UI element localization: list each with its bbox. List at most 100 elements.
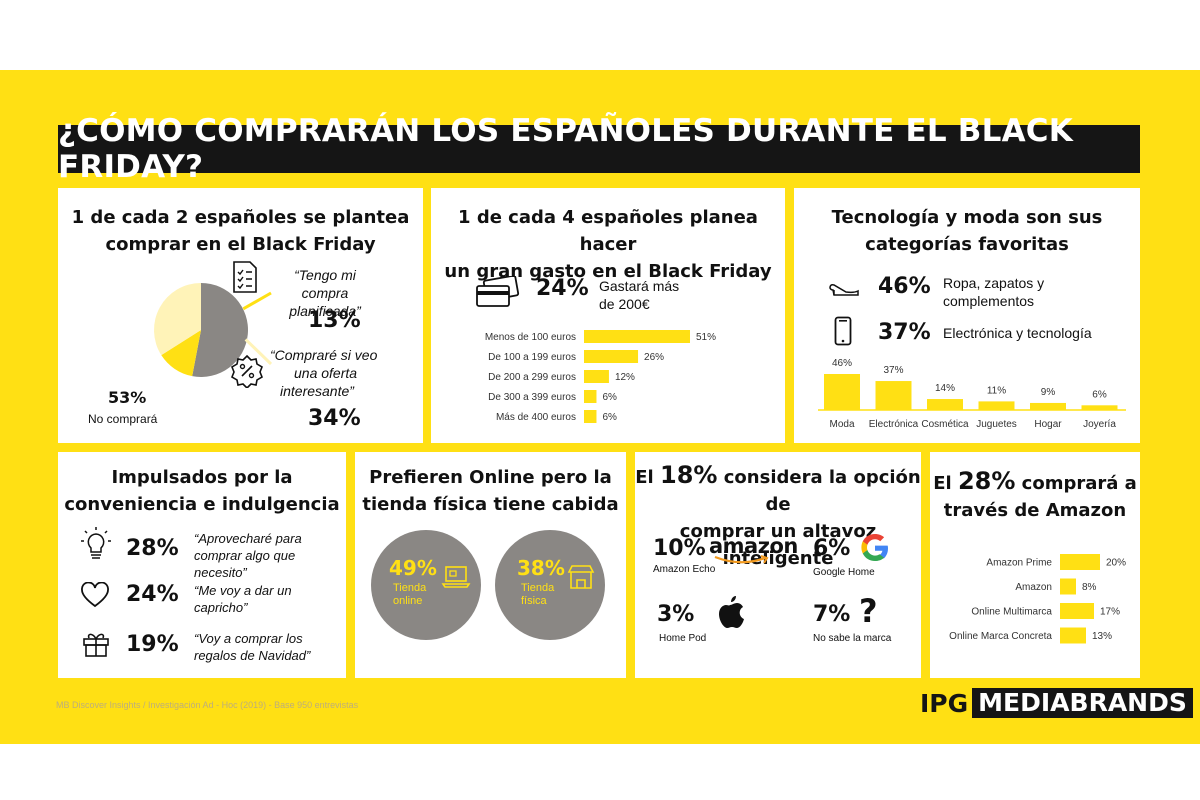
panel-smart-speaker: El 18% considera la opción de comprar un…: [635, 452, 921, 678]
value-label: 8%: [1082, 582, 1097, 593]
bar: [584, 410, 597, 423]
category-label: De 300 a 399 euros: [488, 392, 576, 403]
big-spend-pct: 24%: [536, 276, 589, 301]
echo-label: Amazon Echo: [653, 564, 716, 575]
value-label: 51%: [696, 332, 716, 343]
category-label: Más de 400 euros: [496, 412, 576, 423]
panel-categories: Tecnología y moda son sus categorías fav…: [794, 188, 1140, 443]
category-label: De 200 a 299 euros: [488, 372, 576, 383]
google-home-pct: 6%: [813, 536, 851, 561]
checklist-icon: [233, 261, 257, 293]
category-label: Hogar: [1034, 419, 1062, 430]
category-label: Joyería: [1083, 419, 1116, 430]
bar: [584, 330, 690, 343]
bar: [1060, 554, 1100, 570]
category-label: Online Marca Concreta: [949, 631, 1052, 642]
high-heel-shoe-icon: [829, 284, 859, 296]
online-label: Tienda online: [393, 582, 427, 607]
value-label: 37%: [883, 365, 903, 376]
value-label: 26%: [644, 352, 664, 363]
physical-label: Tienda física: [521, 582, 555, 607]
category-label: Cosmética: [921, 419, 969, 430]
bar: [584, 370, 609, 383]
electronics-pct: 37%: [878, 320, 931, 345]
bar: [824, 374, 860, 410]
panel-heading: El 18% considera la opción de comprar un…: [635, 461, 921, 570]
credit-cards-icon: [476, 276, 520, 307]
fashion-pct: 46%: [878, 274, 931, 299]
laptop-icon: [441, 566, 471, 588]
apple-icon: [719, 596, 744, 628]
ipg-mediabrands-logo: IPG MEDIABRANDS: [920, 688, 1193, 718]
bar: [1060, 578, 1076, 595]
storefront-icon: [567, 565, 595, 589]
panel-amazon: El 28% comprará a través de Amazon Amazo…: [930, 452, 1140, 678]
value-label: 46%: [832, 358, 852, 369]
amazon-logo: amazon: [709, 534, 798, 558]
bar: [584, 350, 639, 363]
need-pct: 28%: [126, 536, 179, 561]
question-mark-icon: ?: [859, 592, 878, 630]
bar: [584, 390, 597, 403]
pie-leader-line: [244, 338, 273, 366]
google-g-icon: [861, 534, 888, 561]
pie-chart: [154, 283, 273, 377]
bar: [1081, 405, 1118, 410]
value-label: 6%: [1092, 389, 1107, 400]
gifts-pct: 19%: [126, 632, 179, 657]
panel-heading: 1 de cada 4 españoles planea hacer un gr…: [444, 207, 772, 282]
offer-pct: 34%: [308, 406, 361, 431]
category-label: Moda: [829, 419, 854, 430]
no-buy-label: No comprará: [88, 412, 158, 426]
google-home-label: Google Home: [813, 567, 875, 578]
panel-motivations: Impulsados por la conveniencia e indulge…: [58, 452, 346, 678]
online-store-circle: [371, 530, 481, 640]
value-label: 17%: [1100, 607, 1120, 618]
value-label: 13%: [1092, 631, 1112, 642]
gift-icon: [83, 633, 109, 657]
spend-bar-chart: Menos de 100 euros 51% De 100 a 199 euros 2…: [485, 330, 716, 423]
amazon-bar-chart: Amazon Prime 20% Amazon 8% Online Multimarca…: [949, 554, 1126, 644]
category-label: Menos de 100 euros: [485, 332, 576, 343]
value-label: 14%: [935, 383, 955, 394]
panel-heading: El 28% comprará a través de Amazon: [933, 467, 1137, 522]
panel-heading: Tecnología y moda son sus categorías fav…: [831, 207, 1103, 255]
planned-pct: 13%: [308, 308, 361, 333]
category-label: Amazon Prime: [986, 558, 1052, 569]
bar: [1060, 627, 1086, 644]
quote-gifts: “Voy a comprar los regalos de Navidad”: [194, 631, 311, 663]
pie-slice: [192, 283, 249, 377]
category-label: Online Multimarca: [971, 607, 1052, 618]
echo-pct: 10%: [653, 536, 706, 561]
panel-plan-to-buy: 1 de cada 2 españoles se plantea comprar…: [58, 188, 423, 443]
panel-heading: Prefieren Online pero la tienda física t…: [362, 467, 619, 515]
page-title: ¿CÓMO COMPRARÁN LOS ESPAÑOLES DURANTE EL…: [58, 113, 1140, 185]
bar: [1030, 402, 1066, 410]
amazon-smile-icon: [714, 555, 769, 564]
quote-offer: “Compraré si veo una oferta interesante”: [270, 347, 378, 399]
smartphone-icon: [834, 316, 852, 346]
treat-pct: 24%: [126, 582, 179, 607]
value-label: 6%: [602, 392, 617, 403]
category-label: Amazon: [1015, 582, 1052, 593]
electronics-text: Electrónica y tecnología: [943, 325, 1092, 341]
panel-heading: Impulsados por la conveniencia e indulge…: [64, 467, 340, 515]
category-label: Juguetes: [976, 419, 1017, 430]
value-label: 12%: [615, 372, 635, 383]
big-spend-text: Gastará más de 200€: [599, 278, 680, 312]
value-label: 20%: [1106, 558, 1126, 569]
source-note: MB Discover Insights / Investigación Ad …: [56, 700, 359, 710]
category-bar-chart: 46% Moda 37% Electrónica 14% Cosmética 11% Jugu…: [818, 358, 1126, 430]
pie-slice: [161, 330, 201, 377]
homepod-pct: 3%: [657, 602, 695, 627]
bar: [875, 381, 912, 410]
heart-icon: [81, 582, 109, 608]
lightbulb-icon: [81, 527, 111, 559]
quote-treat: “Me voy a dar un capricho”: [194, 583, 292, 615]
panel-heading: 1 de cada 2 españoles se plantea comprar…: [71, 207, 410, 255]
pie-leader-line: [242, 291, 272, 311]
discount-badge-icon: [231, 354, 263, 388]
fashion-text: Ropa, zapatos y complementos: [943, 275, 1045, 309]
unknown-brand-label: No sabe la marca: [813, 633, 892, 644]
quote-planned: “Tengo mi compra planificada”: [289, 267, 361, 319]
